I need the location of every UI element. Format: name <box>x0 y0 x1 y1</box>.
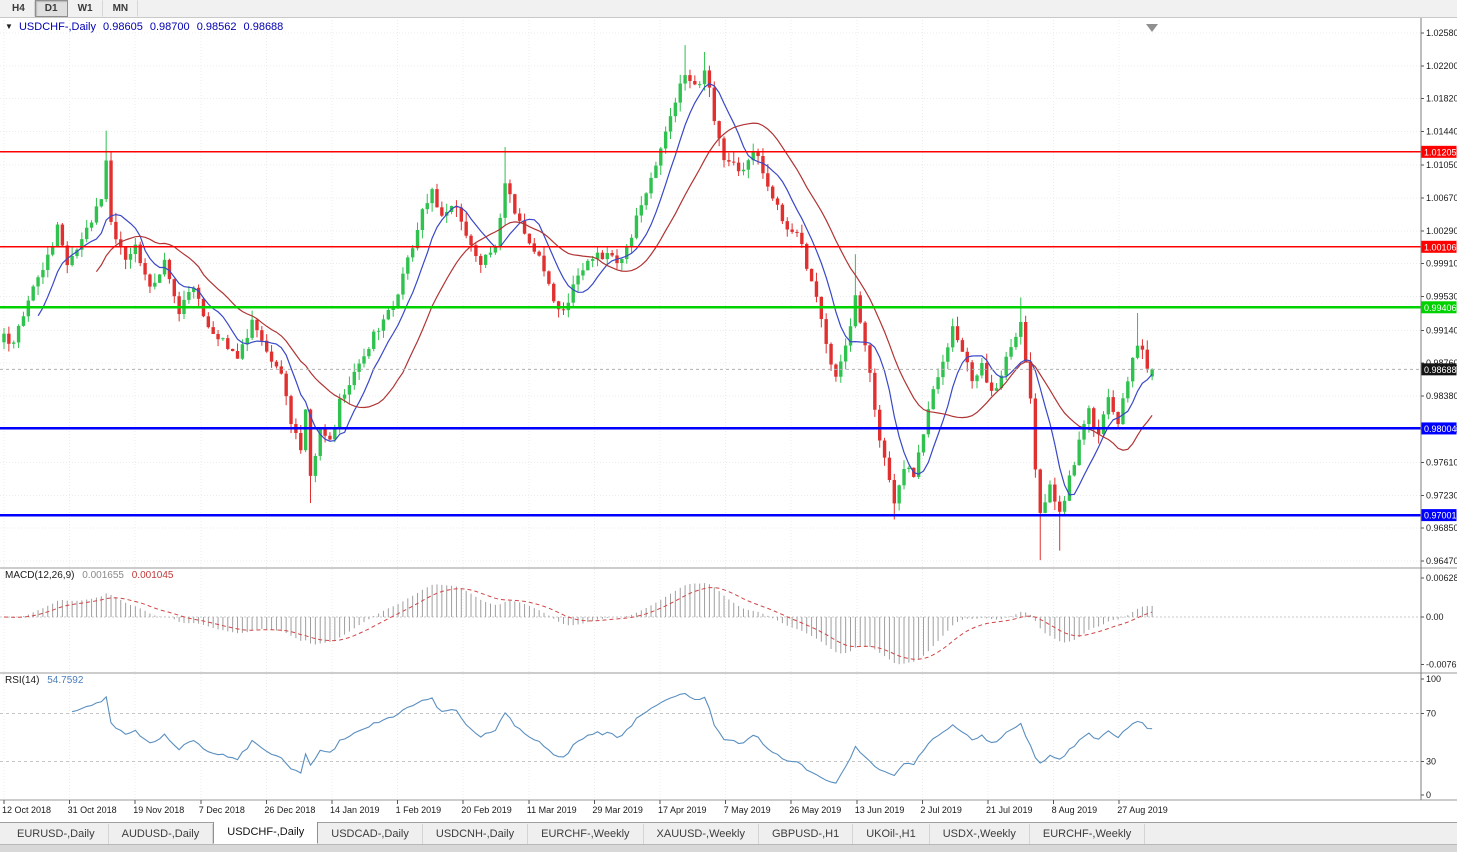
macd-signal-line <box>3 587 1153 660</box>
svg-text:21 Jul 2019: 21 Jul 2019 <box>986 805 1033 815</box>
chart-tab-usdcad-daily[interactable]: USDCAD-,Daily <box>318 824 423 844</box>
svg-text:0.98760: 0.98760 <box>1426 358 1457 368</box>
chart-window: 1.02580 1.02200 1.01820 1.01440 1.01050 1.006… <box>0 18 1457 822</box>
svg-text:19 Nov 2018: 19 Nov 2018 <box>133 805 184 815</box>
dropdown-arrow-icon: ▼ <box>5 22 13 31</box>
svg-text:0.97001: 0.97001 <box>1424 511 1457 521</box>
rsi-value: 54.7592 <box>47 675 84 686</box>
chart-tab-eurusd-daily[interactable]: EURUSD-,Daily <box>4 824 109 844</box>
ohlc-open: 0.98605 <box>103 21 143 33</box>
svg-text:0.98688: 0.98688 <box>1424 365 1457 375</box>
rsi-axis-labels: 100 70 30 0 <box>1421 674 1441 800</box>
trading-chart: 1.02580 1.02200 1.01820 1.01440 1.01050 1.006… <box>0 18 1457 822</box>
chart-tab-usdchf-daily[interactable]: USDCHF-,Daily <box>213 821 319 844</box>
svg-text:0.98004: 0.98004 <box>1424 424 1457 434</box>
ma-fast-line <box>37 82 1153 496</box>
chart-tab-eurchf-weekly[interactable]: EURCHF-,Weekly <box>1030 824 1146 844</box>
chart-tabbar: EURUSD-,Daily AUDUSD-,Daily USDCHF-,Daily U… <box>0 821 1457 844</box>
ma-slow-line <box>95 122 1153 451</box>
svg-text:0.99910: 0.99910 <box>1426 259 1457 269</box>
level-lines <box>0 151 1421 517</box>
chart-tab-usdx-weekly[interactable]: USDX-,Weekly <box>930 824 1030 844</box>
rsi-line <box>71 692 1153 784</box>
svg-text:1.01440: 1.01440 <box>1426 127 1457 137</box>
price-badges: 1.01205 1.00106 0.99406 0.98004 0.97001 0.986… <box>1421 145 1457 522</box>
svg-text:7 Dec 2018: 7 Dec 2018 <box>199 805 245 815</box>
svg-text:26 May 2019: 26 May 2019 <box>789 805 841 815</box>
svg-text:11 Mar 2019: 11 Mar 2019 <box>527 805 577 815</box>
timeframe-toolbar: H4 D1 W1 MN <box>0 0 1457 18</box>
svg-text:27 Aug 2019: 27 Aug 2019 <box>1117 805 1168 815</box>
svg-text:1.01820: 1.01820 <box>1426 94 1457 104</box>
candles <box>2 45 1154 561</box>
svg-text:0.006286: 0.006286 <box>1426 573 1457 583</box>
svg-text:17 Apr 2019: 17 Apr 2019 <box>658 805 707 815</box>
svg-text:0.99406: 0.99406 <box>1424 303 1457 313</box>
ohlc-low: 0.98562 <box>196 21 237 33</box>
svg-text:100: 100 <box>1426 674 1441 684</box>
svg-text:0.96470: 0.96470 <box>1426 556 1457 566</box>
macd-name: MACD(12,26,9) <box>5 570 75 581</box>
chart-symbol-period: USDCHF-,Daily <box>18 21 96 33</box>
svg-text:7 May 2019: 7 May 2019 <box>724 805 771 815</box>
svg-text:1.01050: 1.01050 <box>1426 160 1457 170</box>
svg-text:0.96850: 0.96850 <box>1426 523 1457 533</box>
svg-text:0.97610: 0.97610 <box>1426 457 1457 467</box>
svg-text:1.02200: 1.02200 <box>1426 61 1457 71</box>
date-axis-labels: 12 Oct 2018 31 Oct 2018 19 Nov 2018 7 Dec 2… <box>2 800 1168 815</box>
macd-indicator-label: MACD(12,26,9) 0.001655 0.001045 <box>5 570 173 581</box>
svg-text:8 Aug 2019: 8 Aug 2019 <box>1052 805 1098 815</box>
macd-histogram <box>8 583 1153 665</box>
svg-text:0.97230: 0.97230 <box>1426 490 1457 500</box>
macd-main-value: 0.001655 <box>82 570 124 581</box>
chart-grid <box>0 20 1421 800</box>
ohlc-close: 0.98688 <box>243 21 284 33</box>
timeframe-h4-button[interactable]: H4 <box>2 0 35 17</box>
svg-text:1 Feb 2019: 1 Feb 2019 <box>396 805 442 815</box>
svg-text:1.02580: 1.02580 <box>1426 28 1457 38</box>
svg-text:1.00106: 1.00106 <box>1424 242 1457 252</box>
svg-text:1.00290: 1.00290 <box>1426 226 1457 236</box>
timeframe-mn-button[interactable]: MN <box>103 0 139 17</box>
svg-text:29 Mar 2019: 29 Mar 2019 <box>592 805 643 815</box>
svg-text:20 Feb 2019: 20 Feb 2019 <box>461 805 512 815</box>
chart-tab-usdcnh-daily[interactable]: USDCNH-,Daily <box>423 824 529 844</box>
svg-text:12 Oct 2018: 12 Oct 2018 <box>2 805 51 815</box>
chart-shift-icon <box>1146 24 1158 32</box>
macd-signal-value: 0.001045 <box>131 570 174 581</box>
chart-tab-audusd-daily[interactable]: AUDUSD-,Daily <box>109 824 214 844</box>
rsi-name: RSI(14) <box>5 675 40 686</box>
macd-axis-labels: 0.006286 0.00 -0.00762 <box>1421 573 1457 669</box>
svg-text:0.99140: 0.99140 <box>1426 325 1457 335</box>
svg-text:1.01205: 1.01205 <box>1424 147 1457 157</box>
svg-text:1.00670: 1.00670 <box>1426 193 1457 203</box>
svg-text:0: 0 <box>1426 790 1431 800</box>
ohlc-high: 0.98700 <box>149 21 190 33</box>
svg-text:26 Dec 2018: 26 Dec 2018 <box>264 805 315 815</box>
svg-text:70: 70 <box>1426 709 1436 719</box>
chart-title: ▼ USDCHF-,Daily 0.98605 0.98700 0.98562 … <box>5 21 287 33</box>
svg-text:13 Jun 2019: 13 Jun 2019 <box>855 805 905 815</box>
timeframe-d1-button[interactable]: D1 <box>34 0 68 17</box>
svg-text:14 Jan 2019: 14 Jan 2019 <box>330 805 380 815</box>
svg-text:0.98380: 0.98380 <box>1426 391 1457 401</box>
svg-text:2 Jul 2019: 2 Jul 2019 <box>920 805 962 815</box>
chart-tab-xauusd-weekly[interactable]: XAUUSD-,Weekly <box>644 824 759 844</box>
chart-background <box>0 18 1457 822</box>
chart-tab-eurchf-weekly[interactable]: EURCHF-,Weekly <box>528 824 644 844</box>
timeframe-w1-button[interactable]: W1 <box>68 0 103 17</box>
svg-text:31 Oct 2018: 31 Oct 2018 <box>68 805 117 815</box>
pane-separators <box>0 18 1457 801</box>
svg-text:-0.00762: -0.00762 <box>1426 659 1457 669</box>
chart-tab-ukoil-h1[interactable]: UKOil-,H1 <box>853 824 930 844</box>
svg-text:0.00: 0.00 <box>1426 612 1444 622</box>
chart-tab-gbpusd-h1[interactable]: GBPUSD-,H1 <box>759 824 854 844</box>
svg-text:30: 30 <box>1426 756 1436 766</box>
rsi-indicator-label: RSI(14) 54.7592 <box>5 675 83 686</box>
status-strip <box>0 844 1457 852</box>
svg-text:0.99530: 0.99530 <box>1426 292 1457 302</box>
